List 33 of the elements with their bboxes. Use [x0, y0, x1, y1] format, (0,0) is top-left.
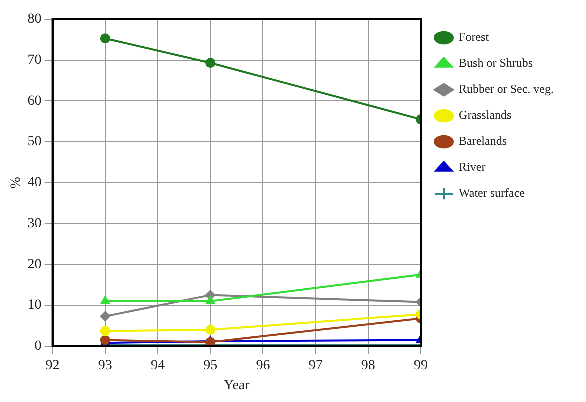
y-tick-label: 40	[28, 176, 42, 191]
x-tick-label: 94	[151, 358, 166, 374]
y-tick-label: 30	[28, 216, 42, 232]
point	[100, 34, 110, 44]
x-axis-title: Year	[224, 378, 250, 394]
x-tick-label: 93	[98, 358, 112, 374]
x-tick-label: 95	[204, 358, 218, 374]
point	[206, 296, 216, 304]
x-tick-label: 97	[308, 358, 323, 374]
y-tick-label: 80	[28, 12, 42, 28]
legend-label: River	[459, 160, 486, 174]
x-tick-label: 99	[414, 358, 428, 374]
x-tick-label: 98	[361, 358, 376, 374]
y-tick-label: 50	[28, 134, 42, 150]
y-axis-title: %	[9, 176, 24, 189]
y-tick-label: 10	[28, 298, 42, 314]
y-tick-label: 60	[28, 94, 42, 109]
point	[206, 58, 216, 68]
point	[206, 325, 216, 336]
point	[100, 312, 110, 322]
y-tick-label: 0	[34, 339, 42, 354]
x-tick-label: 96	[256, 358, 270, 374]
x-tick-label: 92	[46, 358, 60, 374]
y-tick-label: 20	[28, 257, 42, 272]
legend-label: Bush or Shrubs	[459, 56, 534, 70]
legend-label: Barelands	[459, 134, 508, 148]
legend-label: Grasslands	[459, 108, 512, 122]
legend-label: Forest	[459, 30, 490, 44]
legend-label: Water surface	[459, 186, 526, 200]
legend-label: Rubber or Sec. veg.	[459, 82, 554, 96]
point	[100, 326, 110, 336]
point	[100, 296, 110, 304]
y-tick-label: 70	[28, 52, 42, 68]
